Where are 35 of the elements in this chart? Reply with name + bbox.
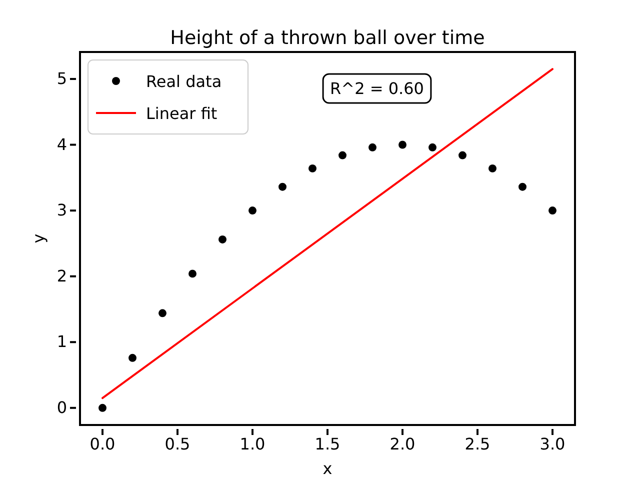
- point: [308, 164, 316, 172]
- point: [458, 151, 466, 160]
- x-tick-label: 2.0: [390, 434, 416, 454]
- y-tick-label: 3: [56, 200, 67, 220]
- point: [428, 143, 436, 152]
- y-tick-label: 1: [56, 332, 67, 352]
- y-tick-label: 4: [56, 134, 67, 154]
- point: [338, 151, 346, 160]
- x-axis-title: x: [322, 459, 332, 478]
- y-tick-label: 5: [56, 69, 67, 88]
- x-tick-label: 0.5: [164, 434, 190, 454]
- legend-label: Linear fit: [146, 104, 218, 123]
- x-tick-label: 1.0: [240, 434, 266, 454]
- point: [128, 354, 136, 362]
- point: [158, 309, 166, 318]
- point: [368, 143, 376, 152]
- legend-label: Real data: [146, 72, 222, 91]
- annotation: R^2 = 0.60: [330, 79, 424, 98]
- point: [488, 164, 496, 172]
- point: [278, 182, 286, 191]
- y-tick-label: 0: [56, 398, 67, 418]
- y-axis-title: y: [29, 234, 48, 244]
- y-tick-label: 2: [56, 266, 67, 286]
- point: [398, 140, 406, 149]
- point: [518, 182, 526, 191]
- x-tick-label: 1.5: [314, 434, 340, 454]
- point: [548, 206, 556, 215]
- point: [98, 404, 106, 412]
- x-tick-label: 3.0: [540, 434, 566, 454]
- point: [218, 236, 226, 244]
- point: [248, 206, 256, 215]
- point: [188, 270, 196, 278]
- x-tick-label: 0.0: [90, 434, 116, 454]
- x-tick-label: 2.5: [464, 434, 490, 454]
- chart-title: Height of a thrown ball over time: [170, 27, 485, 49]
